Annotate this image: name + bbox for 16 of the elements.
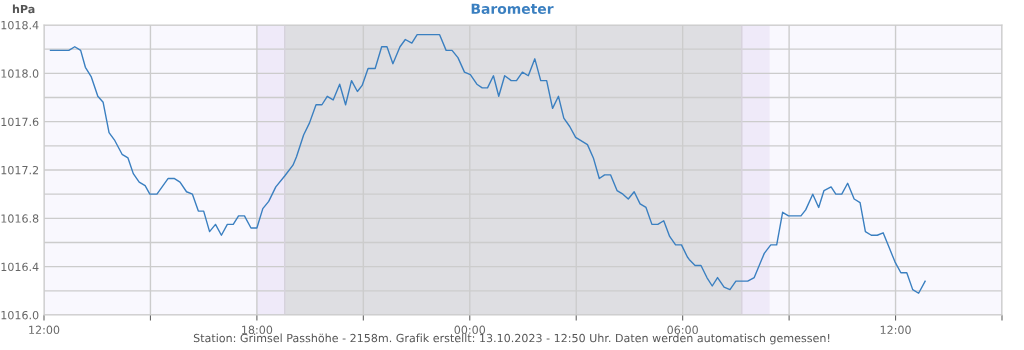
y-axis-title: hPa <box>12 4 35 14</box>
y-tick-label: 1018.0 <box>1 69 39 78</box>
line-series <box>49 33 926 294</box>
y-tick-label: 1016.8 <box>1 214 39 223</box>
chart-title: Barometer <box>471 3 554 15</box>
x-tick-label: 00:00 <box>454 325 486 335</box>
y-tick-label: 1018.4 <box>1 20 39 30</box>
y-tick-label: 1017.6 <box>1 117 39 127</box>
x-tick-label: 06:00 <box>667 325 698 335</box>
x-tick-label: 12:00 <box>880 325 911 335</box>
text: Station: Grimsel Passhöhe - 2158m. Grafik erstellt: 13.10.2023 - 12:50 Uhr. Daten werden automatisch gemessen! <box>193 333 830 345</box>
y-tick-label: 1017.2 <box>1 165 39 175</box>
x-tick-label: 18:00 <box>242 325 273 335</box>
y-tick-label: 1016.4 <box>1 262 39 272</box>
x-tick-label: 12:00 <box>29 325 60 335</box>
y-tick-label: 1016.0 <box>1 310 39 320</box>
